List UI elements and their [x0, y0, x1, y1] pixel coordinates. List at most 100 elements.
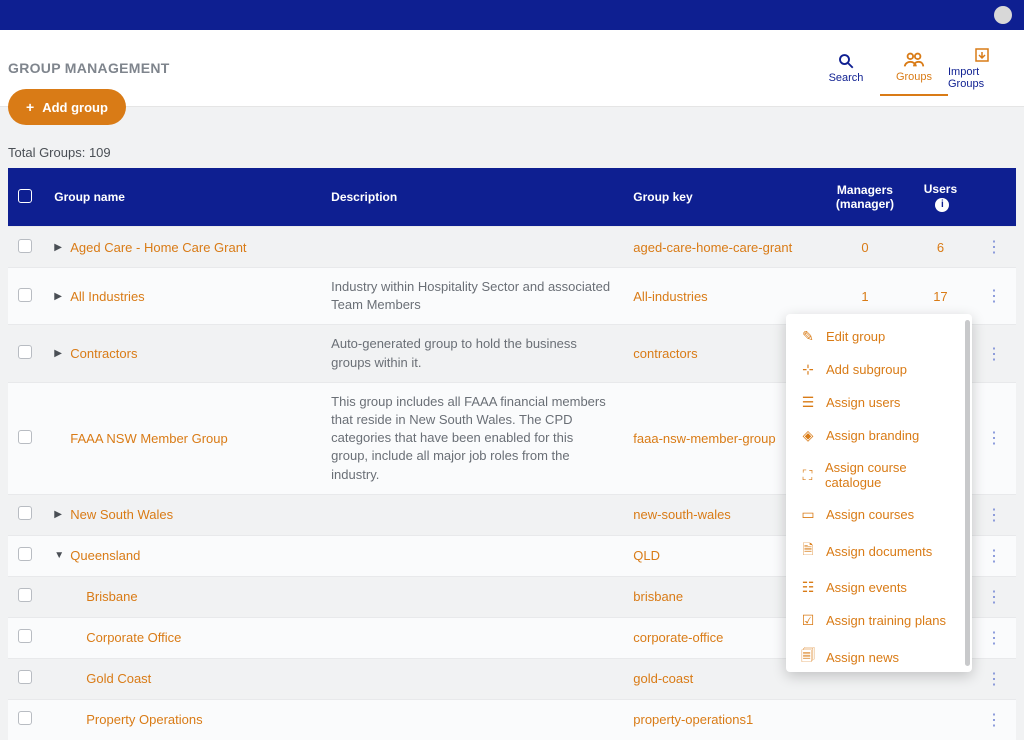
topbar [0, 0, 1024, 30]
group-key: property-operations1 [623, 699, 824, 740]
row-checkbox[interactable] [18, 588, 32, 602]
col-users[interactable]: Users i [905, 168, 975, 227]
dropdown-item-icon: ☑ [800, 612, 816, 629]
group-description [321, 535, 623, 576]
dropdown-item[interactable]: ⊹ Add subgroup [786, 353, 972, 386]
dropdown-item-label: Assign training plans [826, 613, 946, 628]
col-name[interactable]: Group name [44, 168, 321, 227]
row-actions-kebab-icon[interactable]: ⋮ [976, 535, 1016, 576]
row-checkbox[interactable] [18, 506, 32, 520]
groups-icon [903, 49, 925, 71]
dropdown-item[interactable]: ▭ Assign courses [786, 498, 972, 531]
row-checkbox[interactable] [18, 288, 32, 302]
group-name-link[interactable]: Queensland [70, 548, 140, 563]
tab-label: Import Groups [948, 66, 1016, 90]
row-actions-kebab-icon[interactable]: ⋮ [976, 494, 1016, 535]
row-actions-kebab-icon[interactable]: ⋮ [976, 325, 1016, 382]
dropdown-item-label: Assign documents [826, 544, 932, 559]
dropdown-item-label: Assign events [826, 580, 907, 595]
group-key: aged-care-home-care-grant [623, 227, 824, 268]
dropdown-item[interactable]: ⛶Assign course catalogue [786, 452, 972, 498]
dropdown-item-icon: 🗐 [800, 645, 816, 669]
managers-count [825, 699, 906, 740]
dropdown-item-label: Add subgroup [826, 362, 907, 377]
dropdown-item-label: Assign courses [826, 507, 914, 522]
add-group-button[interactable]: + Add group [8, 89, 126, 125]
row-actions-dropdown[interactable]: ✎Edit group⊹Add subgroup☰Assign users◈As… [786, 314, 972, 672]
search-icon [837, 50, 855, 72]
group-name-link[interactable]: FAAA NSW Member Group [70, 431, 228, 446]
dropdown-item-icon: 🗎 [800, 539, 816, 563]
row-actions-kebab-icon[interactable]: ⋮ [976, 699, 1016, 740]
dropdown-item-label: Edit group [826, 329, 885, 344]
dropdown-item[interactable]: 🗐 Assign news [786, 637, 972, 672]
tab-search[interactable]: Search [812, 40, 880, 96]
row-actions-kebab-icon[interactable]: ⋮ [976, 227, 1016, 268]
row-actions-kebab-icon[interactable]: ⋮ [976, 617, 1016, 658]
table-row: ▶Property Operationsproperty-operations1… [8, 699, 1016, 740]
import-icon [973, 44, 991, 66]
col-managers[interactable]: Managers (manager) [825, 168, 906, 227]
managers-count[interactable]: 0 [825, 227, 906, 268]
row-checkbox[interactable] [18, 547, 32, 561]
caret-right-icon[interactable]: ▶ [54, 509, 62, 520]
dropdown-item-icon: ☰ [800, 394, 816, 411]
group-description [321, 699, 623, 740]
dropdown-item[interactable]: ◈Assign branding [786, 419, 972, 452]
dropdown-item-label: Assign news [826, 650, 899, 665]
dropdown-item[interactable]: ☷ Assign events [786, 571, 972, 604]
row-checkbox[interactable] [18, 430, 32, 444]
dropdown-item-icon: ◈ [800, 427, 816, 444]
col-managers-l1: Managers [837, 183, 893, 197]
dropdown-item-icon: ⊹ [800, 361, 816, 378]
group-name-link[interactable]: Aged Care - Home Care Grant [70, 240, 246, 255]
row-actions-kebab-icon[interactable]: ⋮ [976, 382, 1016, 494]
group-name-link[interactable]: All Industries [70, 289, 144, 304]
page-title: GROUP MANAGEMENT [8, 60, 170, 76]
dropdown-item[interactable]: ☑ Assign training plans [786, 604, 972, 637]
dropdown-item[interactable]: 🗎 Assign documents [786, 531, 972, 571]
group-name-link[interactable]: Property Operations [86, 712, 202, 727]
group-name-link[interactable]: Contractors [70, 346, 137, 361]
row-actions-kebab-icon[interactable]: ⋮ [976, 576, 1016, 617]
group-description [321, 617, 623, 658]
caret-down-icon[interactable]: ▼ [54, 550, 62, 561]
caret-right-icon[interactable]: ▶ [54, 291, 62, 302]
col-key[interactable]: Group key [623, 168, 824, 227]
tab-label: Groups [896, 71, 932, 83]
row-checkbox[interactable] [18, 239, 32, 253]
tab-groups[interactable]: Groups [880, 40, 948, 96]
tab-label: Search [829, 72, 864, 84]
group-description: Auto-generated group to hold the busines… [321, 325, 623, 382]
group-description [321, 494, 623, 535]
dropdown-item[interactable]: ✎Edit group [786, 320, 972, 353]
col-users-label: Users [924, 182, 957, 196]
group-name-link[interactable]: New South Wales [70, 507, 173, 522]
group-name-link[interactable]: Corporate Office [86, 630, 181, 645]
group-name-link[interactable]: Brisbane [86, 589, 137, 604]
row-actions-kebab-icon[interactable]: ⋮ [976, 658, 1016, 699]
row-checkbox[interactable] [18, 711, 32, 725]
user-avatar[interactable] [994, 6, 1012, 24]
table-row: ▶ Aged Care - Home Care Grant aged-care-ho… [8, 227, 1016, 268]
group-description: Industry within Hospitality Sector and a… [321, 268, 623, 325]
info-icon[interactable]: i [935, 198, 949, 212]
caret-right-icon[interactable]: ▶ [54, 348, 62, 359]
tabs: Search Groups Import Groups [812, 40, 1016, 96]
caret-right-icon[interactable]: ▶ [54, 242, 62, 253]
dropdown-item[interactable]: ☰Assign users [786, 386, 972, 419]
header-checkbox[interactable] [18, 189, 32, 203]
tab-import-groups[interactable]: Import Groups [948, 40, 1016, 96]
group-name-link[interactable]: Gold Coast [86, 671, 151, 686]
users-count[interactable]: 6 [905, 227, 975, 268]
row-checkbox[interactable] [18, 670, 32, 684]
row-actions-kebab-icon[interactable]: ⋮ [976, 268, 1016, 325]
dropdown-item-icon: ☷ [800, 579, 816, 596]
count-prefix: Total Groups: [8, 145, 89, 160]
row-checkbox[interactable] [18, 345, 32, 359]
col-description[interactable]: Description [321, 168, 623, 227]
count-value: 109 [89, 145, 111, 160]
row-checkbox[interactable] [18, 629, 32, 643]
plus-icon: + [26, 99, 34, 115]
dropdown-item-icon: ▭ [800, 506, 816, 523]
